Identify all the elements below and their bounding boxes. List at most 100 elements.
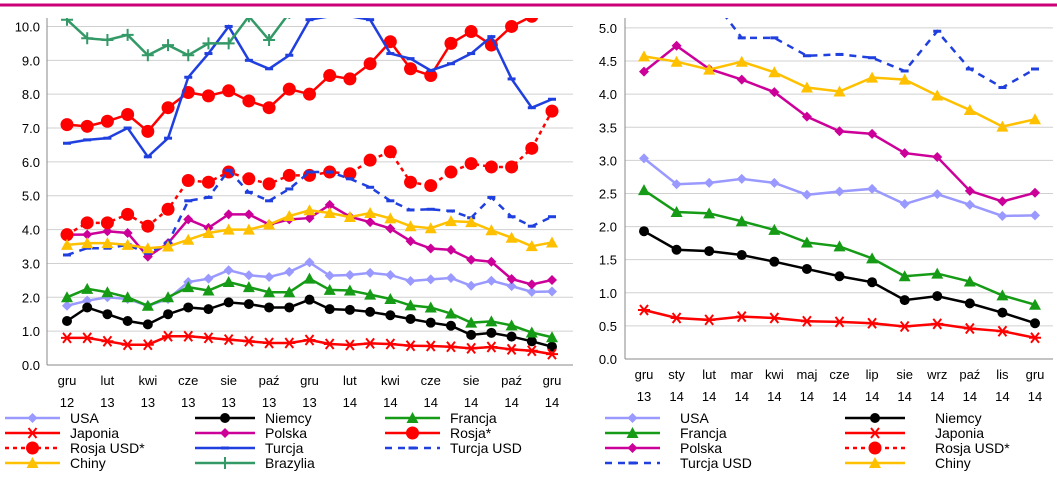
y-tick-label: 2.0 [22,290,40,305]
marker [203,273,214,284]
legend-item: Niemcy [195,410,312,426]
marker [61,291,73,303]
marker [425,274,436,285]
marker [364,337,377,349]
legend-marker [220,413,230,423]
x-tick-label: cze 14 [829,367,849,404]
marker [365,217,376,228]
legend-marker [26,441,39,455]
marker [1029,332,1041,344]
marker [385,269,396,280]
marker [384,338,397,350]
marker [424,179,438,193]
legend-marker [627,413,638,423]
legend-item: Francja [605,425,727,441]
y-tick-label: 3.0 [22,256,40,271]
legend-item: Turcja USD [605,455,752,471]
marker [122,227,133,238]
marker [735,310,748,323]
marker [62,300,72,311]
marker [364,288,377,300]
marker [303,334,316,346]
y-tick-label: 7.0 [22,121,40,136]
legend-marker [868,441,882,455]
marker [486,275,497,286]
legend-item: Polska [195,425,307,441]
x-tick-label: lut 14 [702,367,716,404]
x-tick-label: gru 13 [635,367,654,404]
marker [405,313,416,324]
legend-marker [26,457,39,468]
marker [525,240,538,252]
legend-item: Francja [385,410,497,426]
x-tick-label: gru 12 [58,373,77,410]
marker [141,339,154,351]
marker [183,214,194,225]
marker [547,341,557,352]
marker [963,275,976,287]
marker [162,39,175,52]
marker [202,284,215,296]
marker [1029,113,1041,125]
marker [61,238,73,250]
marker [833,316,846,328]
marker [263,218,276,230]
marker [485,224,498,236]
marker [899,199,910,210]
marker [486,256,497,267]
marker [81,32,94,45]
marker [639,66,649,77]
marker [964,199,975,210]
marker [363,57,377,71]
legend-marker [626,427,639,438]
x-tick-label: cze 14 [421,373,441,410]
x-tick-label: sie 13 [220,373,237,410]
marker [223,265,234,276]
marker [505,160,519,174]
marker [60,118,74,132]
marker [223,297,234,308]
legend-marker [220,428,230,438]
legend-item: Polska [605,440,722,456]
marker [141,124,155,138]
marker [866,317,879,329]
marker [242,223,255,235]
marker [101,335,114,347]
marker [242,281,255,293]
marker [284,302,295,313]
y-tick-label: 0.5 [599,319,617,334]
marker [931,89,944,101]
x-tick-label: lut 14 [343,373,357,410]
marker [60,228,74,242]
marker [932,291,943,302]
marker [638,184,650,196]
marker [769,87,780,98]
marker [404,340,417,352]
marker [996,325,1009,337]
marker [121,107,135,121]
legend-item: Turcja [195,440,304,456]
marker [163,309,174,320]
marker [465,216,478,228]
marker [282,82,296,96]
marker [142,319,153,330]
marker [425,243,436,254]
marker [121,207,135,221]
marker [304,294,315,305]
marker [525,326,538,338]
marker [547,286,557,297]
marker [485,315,498,327]
legend-label: Polska [680,440,722,456]
marker [383,35,397,49]
marker [506,331,517,342]
marker [671,40,682,51]
legend-marker [406,412,419,423]
marker [405,236,416,247]
marker [162,291,175,303]
marker [385,310,396,321]
marker [222,333,235,346]
marker [997,210,1008,221]
x-tick-label: gru 14 [543,373,562,410]
legend-label: Turcja USD [450,440,522,456]
